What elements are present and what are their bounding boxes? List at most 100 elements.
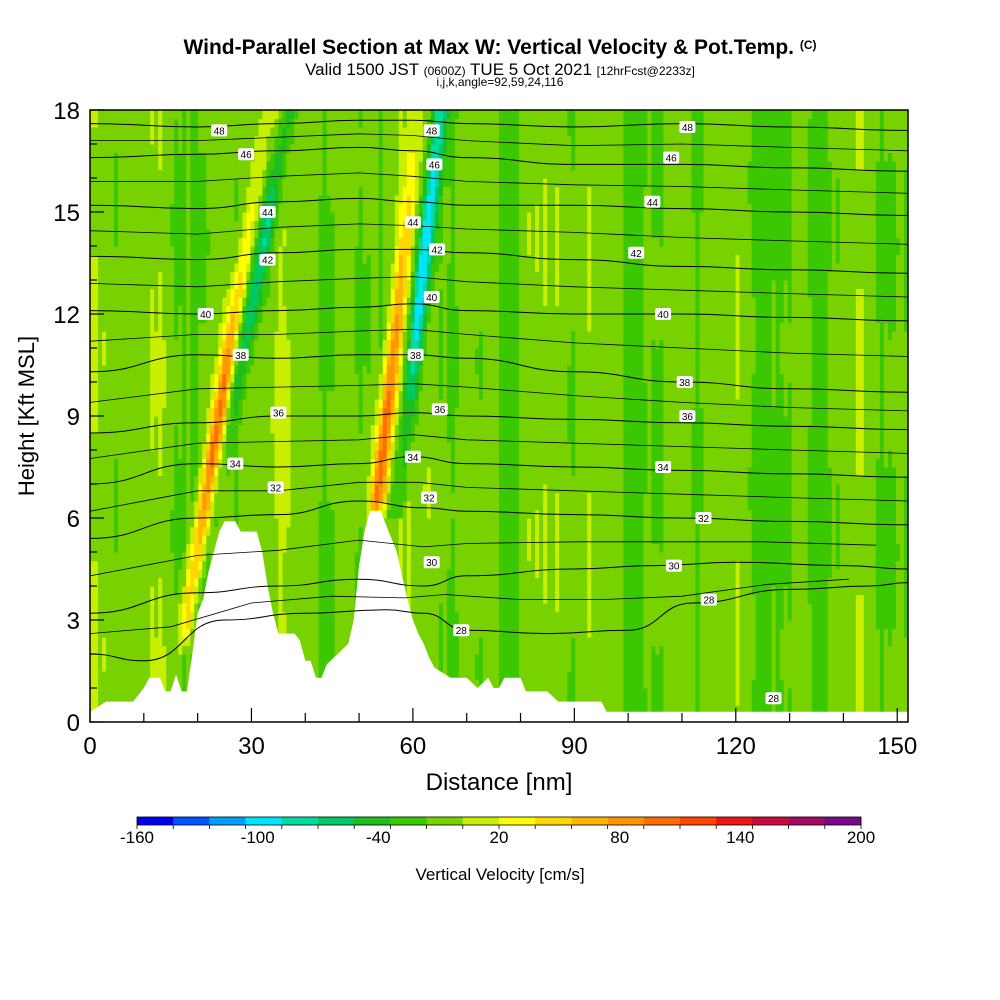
- velocity-cell: [238, 288, 243, 298]
- velocity-cell: [254, 433, 260, 443]
- velocity-cell: [218, 246, 223, 256]
- velocity-cell: [142, 577, 147, 587]
- velocity-cell: [274, 586, 280, 596]
- velocity-cell: [338, 424, 344, 434]
- velocity-cell: [126, 373, 131, 383]
- velocity-cell: [150, 373, 155, 383]
- velocity-cell: [122, 203, 127, 213]
- velocity-cell: [146, 424, 151, 434]
- velocity-cell: [250, 127, 255, 137]
- velocity-cell: [362, 169, 368, 179]
- velocity-cell: [314, 458, 320, 468]
- velocity-cell: [182, 314, 187, 324]
- velocity-cell: [286, 526, 292, 536]
- velocity-cell: [118, 203, 123, 213]
- velocity-cell: [358, 365, 364, 375]
- velocity-cell: [190, 526, 195, 536]
- velocity-cell: [206, 373, 211, 383]
- velocity-cell: [222, 220, 227, 230]
- velocity-cell: [318, 560, 324, 570]
- velocity-cell: [162, 416, 167, 426]
- velocity-cell: [290, 416, 296, 426]
- velocity-cell: [126, 484, 131, 494]
- velocity-cell: [186, 603, 191, 613]
- velocity-cell: [330, 127, 336, 137]
- velocity-cell: [118, 560, 123, 570]
- velocity-cell: [258, 467, 264, 477]
- velocity-cell: [94, 569, 99, 579]
- velocity-cell: [186, 484, 191, 494]
- velocity-cell: [186, 314, 191, 324]
- velocity-cell: [110, 467, 115, 477]
- velocity-cell: [242, 212, 247, 222]
- velocity-cell: [190, 450, 195, 460]
- velocity-cell: [302, 441, 308, 451]
- velocity-cell: [238, 390, 243, 400]
- velocity-cell: [338, 314, 344, 324]
- velocity-cell: [230, 433, 235, 443]
- velocity-cell: [186, 467, 191, 477]
- velocity-cell: [234, 450, 239, 460]
- velocity-cell: [338, 263, 344, 273]
- velocity-cell: [118, 195, 123, 205]
- velocity-cell: [138, 458, 143, 468]
- velocity-cell: [134, 509, 139, 519]
- velocity-cell: [290, 127, 296, 137]
- velocity-cell: [310, 305, 316, 315]
- velocity-cell: [190, 178, 195, 188]
- velocity-cell: [218, 458, 223, 468]
- velocity-cell: [230, 339, 235, 349]
- velocity-cell: [334, 203, 340, 213]
- velocity-cell: [142, 229, 147, 239]
- velocity-cell: [258, 169, 264, 179]
- velocity-cell: [266, 526, 272, 536]
- velocity-cell: [226, 450, 231, 460]
- velocity-cell: [134, 577, 139, 587]
- velocity-cell: [238, 110, 243, 120]
- velocity-cell: [166, 356, 171, 366]
- velocity-cell: [162, 322, 167, 332]
- velocity-cell: [158, 288, 163, 298]
- velocity-cell: [242, 118, 247, 128]
- velocity-cell: [346, 577, 352, 587]
- velocity-cell: [322, 535, 328, 545]
- velocity-cell: [106, 135, 111, 145]
- velocity-cell: [330, 212, 336, 222]
- velocity-cell: [222, 331, 227, 341]
- velocity-cell: [346, 475, 352, 485]
- velocity-cell: [90, 560, 95, 570]
- velocity-cell: [122, 356, 127, 366]
- velocity-cell: [306, 263, 312, 273]
- velocity-cell: [214, 399, 219, 409]
- velocity-cell: [202, 297, 207, 307]
- velocity-cell: [342, 297, 348, 307]
- velocity-cell: [210, 144, 215, 154]
- velocity-cell: [310, 237, 316, 247]
- velocity-cell: [98, 645, 103, 655]
- velocity-cell: [146, 441, 151, 451]
- velocity-cell: [94, 390, 99, 400]
- velocity-cell: [222, 509, 227, 519]
- velocity-cell: [130, 577, 135, 587]
- velocity-cell: [186, 441, 191, 451]
- velocity-cell: [302, 424, 308, 434]
- velocity-cell: [318, 586, 324, 596]
- velocity-cell: [130, 212, 135, 222]
- velocity-cell: [358, 484, 364, 494]
- velocity-cell: [166, 424, 171, 434]
- velocity-cell: [266, 424, 272, 434]
- velocity-cell: [282, 586, 288, 596]
- velocity-cell: [90, 416, 95, 426]
- velocity-cell: [230, 305, 235, 315]
- velocity-cell: [362, 390, 368, 400]
- velocity-cell: [170, 458, 175, 468]
- velocity-cell: [342, 433, 348, 443]
- velocity-cell: [162, 135, 167, 145]
- velocity-cell: [154, 637, 159, 647]
- velocity-cell: [278, 390, 284, 400]
- velocity-cell: [278, 458, 284, 468]
- velocity-cell: [286, 458, 292, 468]
- velocity-cell: [166, 492, 171, 502]
- velocity-cell: [134, 501, 139, 511]
- velocity-cell: [250, 526, 255, 536]
